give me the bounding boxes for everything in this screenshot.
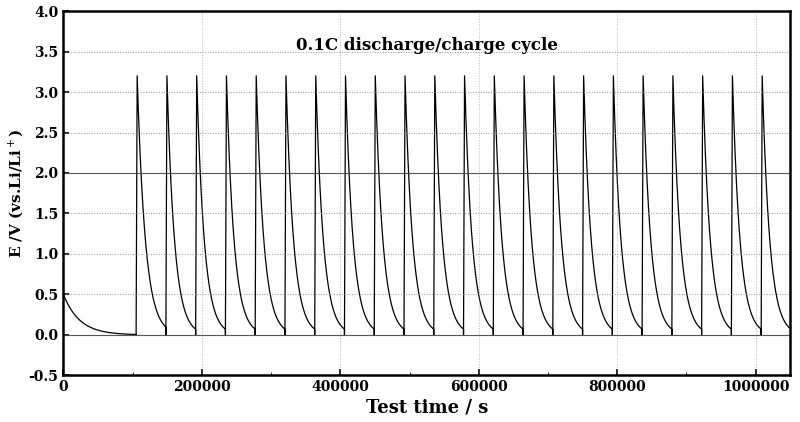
X-axis label: Test time / s: Test time / s xyxy=(366,398,488,417)
Y-axis label: E /V (vs.Li/Li$^+$): E /V (vs.Li/Li$^+$) xyxy=(6,128,25,258)
Text: 0.1C discharge/charge cycle: 0.1C discharge/charge cycle xyxy=(296,37,558,54)
